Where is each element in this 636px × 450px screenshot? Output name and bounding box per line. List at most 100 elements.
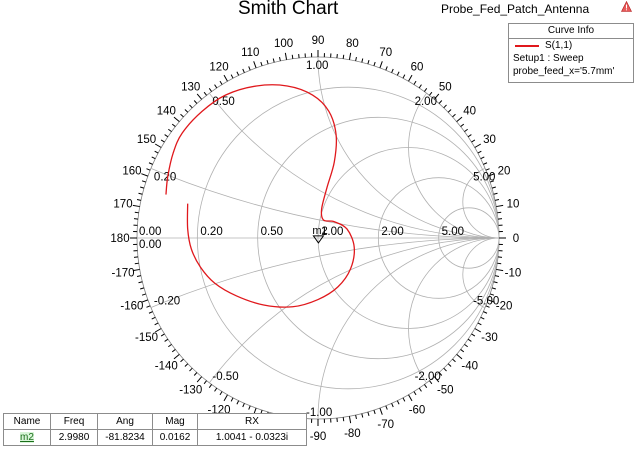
chart-labels: 0 10 20 30 40 50 60 70 80 90 100 110 120 130 140 150 160… xyxy=(110,35,521,443)
angle-label: -50 xyxy=(437,385,454,397)
reactance-arc xyxy=(317,237,499,419)
header-ang: Ang xyxy=(97,413,153,430)
reactance-label: -5.00 xyxy=(473,296,499,308)
angle-tick xyxy=(487,299,495,303)
angle-tick xyxy=(248,405,251,410)
angle-tick xyxy=(483,311,488,314)
header-name: Name xyxy=(3,413,51,430)
angle-tick xyxy=(168,128,172,133)
angle-tick xyxy=(413,80,417,85)
legend-entry[interactable]: S(1,1) xyxy=(509,39,633,52)
marker-table: Name Freq Ang Mag RX m2 2.9980 -81.8234 … xyxy=(3,413,307,446)
angle-label: 180 xyxy=(110,233,129,245)
angle-tick xyxy=(189,104,193,109)
angle-tick xyxy=(141,173,149,177)
reactance-label: -1.00 xyxy=(306,407,332,419)
angle-label: 110 xyxy=(241,47,259,59)
angle-tick xyxy=(184,363,189,367)
reactance-arc xyxy=(408,57,499,239)
angle-label: 150 xyxy=(137,134,156,146)
angle-label: -90 xyxy=(310,431,327,443)
angle-label: -30 xyxy=(481,332,498,344)
angle-tick xyxy=(496,268,504,272)
angle-tick xyxy=(443,104,447,109)
project-name: Probe_Fed_Patch_Antenna xyxy=(441,2,590,16)
angle-tick xyxy=(355,56,357,62)
angle-tick xyxy=(236,71,240,76)
angle-tick xyxy=(260,61,263,67)
angle-tick xyxy=(433,376,440,383)
angle-tick xyxy=(203,380,207,385)
angle-label: 170 xyxy=(113,199,132,211)
angle-tick xyxy=(493,192,498,195)
angle-tick xyxy=(208,88,213,92)
warning-icon[interactable] xyxy=(621,1,632,12)
angle-tick xyxy=(355,414,357,420)
angle-tick xyxy=(160,333,165,337)
angle-tick xyxy=(491,186,496,189)
legend-setup-line: Setup1 : Sweep xyxy=(513,53,584,64)
angle-tick xyxy=(154,328,162,333)
angle-tick xyxy=(342,54,345,59)
angle-tick xyxy=(138,192,143,195)
angle-tick xyxy=(160,139,165,143)
marker-name-cell[interactable]: m2 xyxy=(3,429,51,446)
angle-label: -80 xyxy=(344,428,361,440)
angle-tick xyxy=(494,199,500,201)
angle-tick xyxy=(266,60,269,65)
angle-tick xyxy=(348,416,352,424)
angle-tick xyxy=(452,113,456,118)
angle-tick xyxy=(464,128,468,133)
angle-tick xyxy=(480,316,485,320)
resistance-label: 1.00 xyxy=(321,226,343,238)
angle-tick xyxy=(379,61,383,69)
reactance-label: -2.00 xyxy=(415,371,441,383)
angle-tick xyxy=(485,168,490,171)
angle-tick xyxy=(154,150,159,154)
angle-tick xyxy=(423,88,428,92)
angle-tick xyxy=(151,156,156,160)
reactance-label: 5.00 xyxy=(473,171,495,183)
angle-tick xyxy=(136,275,142,277)
angle-tick xyxy=(361,413,364,418)
angle-tick xyxy=(284,52,288,60)
angle-tick xyxy=(180,113,184,118)
angle-tick xyxy=(367,60,370,65)
angle-tick xyxy=(429,380,433,385)
angle-tick xyxy=(485,305,490,308)
angle-tick xyxy=(408,74,413,82)
angle-tick xyxy=(497,262,502,265)
angle-label: -20 xyxy=(496,301,513,313)
angle-tick xyxy=(171,349,176,353)
angle-label: 160 xyxy=(122,165,141,177)
angle-tick xyxy=(491,287,496,290)
angle-label: 70 xyxy=(379,47,392,59)
resistance-label: 0.50 xyxy=(261,226,283,238)
reactance-arc xyxy=(408,237,499,419)
angle-tick xyxy=(471,333,476,337)
angle-label: 90 xyxy=(312,35,325,47)
angle-tick xyxy=(379,407,383,415)
angle-tick xyxy=(493,281,498,284)
angle-tick xyxy=(141,299,149,303)
angle-tick xyxy=(136,199,142,201)
legend-title: Curve Info xyxy=(509,24,633,39)
angle-tick xyxy=(348,52,352,60)
resistance-label: 0.00 xyxy=(139,226,161,238)
angle-tick xyxy=(385,66,388,71)
angle-tick xyxy=(408,394,413,402)
angle-tick xyxy=(132,268,140,272)
marker-name[interactable]: m2 xyxy=(20,432,34,443)
angle-tick xyxy=(373,61,376,67)
resistance-label: 0.00 xyxy=(139,239,161,251)
curve-info-legend[interactable]: Curve Info S(1,1) Setup1 : Sweep probe_f… xyxy=(508,23,634,83)
angle-tick xyxy=(460,349,465,353)
angle-tick xyxy=(140,287,145,290)
s11-trace xyxy=(165,84,355,308)
angle-tick xyxy=(189,367,193,372)
angle-tick xyxy=(146,305,151,308)
angle-tick xyxy=(342,417,345,422)
angle-tick xyxy=(151,316,156,320)
angle-ticks xyxy=(130,50,506,426)
angle-tick xyxy=(402,74,406,79)
